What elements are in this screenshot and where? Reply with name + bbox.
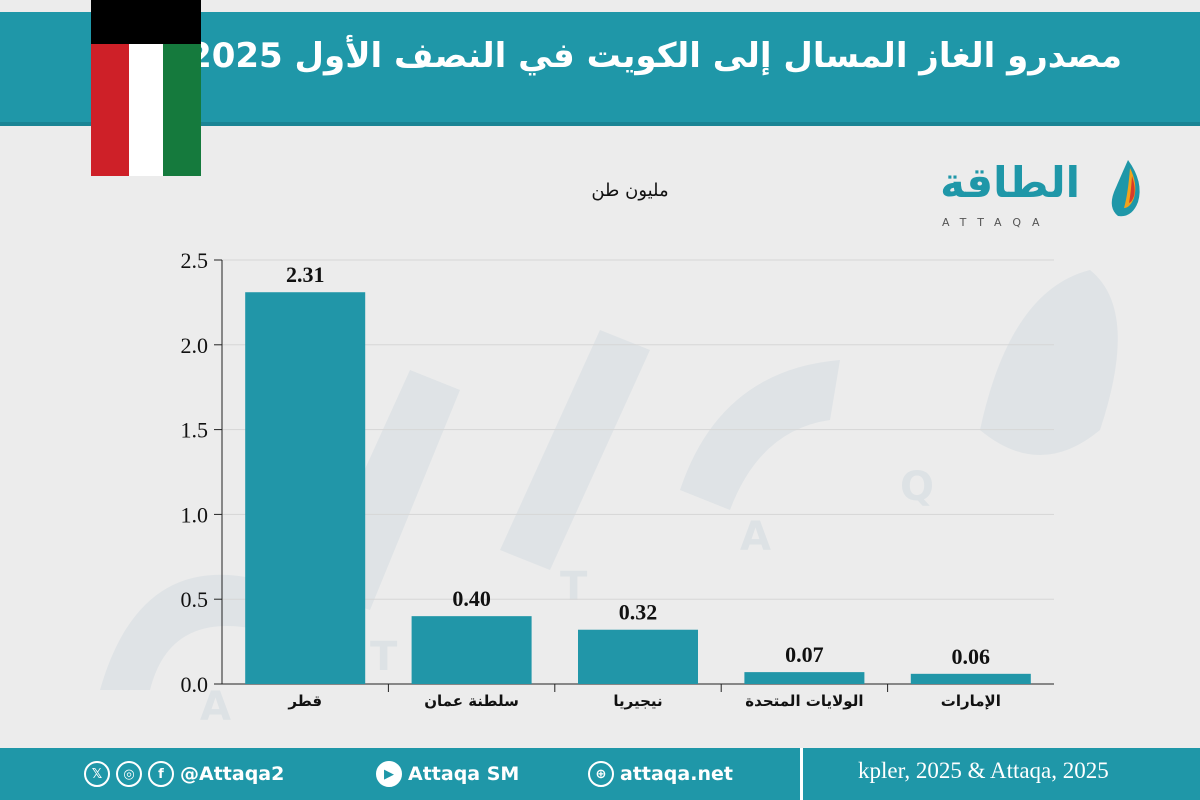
data-label: 0.06 <box>952 644 991 669</box>
x-tick-label: سلطنة عمان <box>424 692 519 710</box>
instagram-icon[interactable]: ◎ <box>116 761 142 787</box>
social-handles: 𝕏 ◎ f @Attaqa2 <box>84 760 284 788</box>
y-tick-label: 2.5 <box>181 248 209 273</box>
data-label: 0.07 <box>785 642 824 667</box>
y-tick-label: 2.0 <box>181 333 209 358</box>
data-label: 0.32 <box>619 600 658 625</box>
x-tick-label: نيجيريا <box>613 692 662 710</box>
logo-arabic-text: الطاقة <box>940 158 1080 207</box>
globe-icon[interactable]: ⊕ <box>588 761 614 787</box>
bar <box>910 673 1031 684</box>
bar <box>578 629 698 684</box>
facebook-icon[interactable]: f <box>148 761 174 787</box>
footer-divider <box>800 748 803 800</box>
y-tick-label: 0.5 <box>181 587 209 612</box>
bar <box>744 672 865 684</box>
website-link: ⊕ attaqa.net <box>588 760 733 788</box>
header-underline <box>0 122 1200 126</box>
bar <box>245 292 366 684</box>
y-tick-label: 1.0 <box>181 502 209 527</box>
attaqa-logo: الطاقة ATTAQA <box>928 158 1148 238</box>
page-title: مصدرو الغاز المسال إلى الكويت في النصف ا… <box>188 36 1122 76</box>
x-tick-label: قطر <box>287 692 322 710</box>
youtube-icon[interactable]: ▶ <box>376 761 402 787</box>
youtube-link: ▶ Attaqa SM <box>376 760 519 788</box>
source-citation: kpler, 2025 & Attaqa, 2025 <box>858 758 1109 783</box>
logo-latin-text: ATTAQA <box>942 216 1051 229</box>
y-tick-label: 0.0 <box>181 672 209 697</box>
website-url[interactable]: attaqa.net <box>620 763 733 785</box>
y-tick-label: 1.5 <box>181 418 209 443</box>
twitter-handle[interactable]: @Attaqa2 <box>180 763 285 785</box>
data-label: 0.40 <box>452 586 491 611</box>
x-tick-label: الولايات المتحدة <box>745 692 863 710</box>
y-axis-unit-label: مليون طن <box>591 180 669 201</box>
x-icon[interactable]: 𝕏 <box>84 761 110 787</box>
x-tick-label: الإمارات <box>941 692 1001 710</box>
data-label: 2.31 <box>286 262 325 287</box>
flame-drop-icon <box>1111 160 1140 217</box>
kuwait-flag-icon <box>91 0 201 176</box>
bar <box>411 616 532 684</box>
youtube-channel[interactable]: Attaqa SM <box>408 763 520 785</box>
footer-bar: 𝕏 ◎ f @Attaqa2 ▶ Attaqa SM ⊕ attaqa.net … <box>0 748 1200 800</box>
